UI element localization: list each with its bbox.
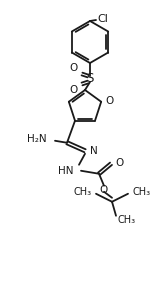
Text: H₂N: H₂N: [27, 134, 47, 144]
Text: O: O: [99, 185, 107, 195]
Text: O: O: [70, 63, 78, 73]
Text: HN: HN: [58, 166, 73, 176]
Text: O: O: [70, 85, 78, 95]
Text: CH₃: CH₃: [132, 187, 150, 197]
Text: CH₃: CH₃: [117, 215, 135, 225]
Text: S: S: [86, 73, 94, 85]
Text: O: O: [105, 96, 113, 106]
Text: Cl: Cl: [97, 14, 108, 24]
Text: O: O: [115, 158, 123, 168]
Text: N: N: [90, 146, 98, 156]
Text: CH₃: CH₃: [74, 187, 92, 197]
